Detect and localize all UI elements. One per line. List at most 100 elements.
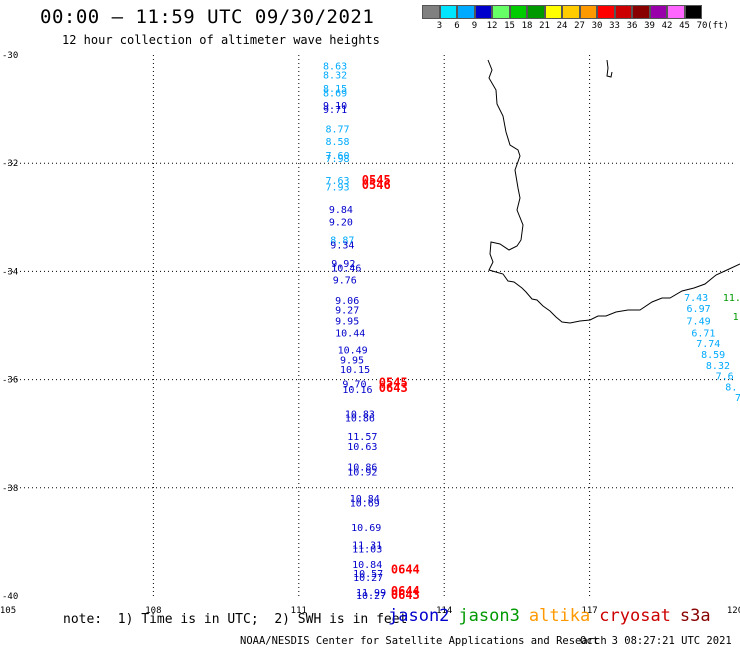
- color-swatch: [509, 5, 527, 19]
- wave-height-value: 6.97: [687, 304, 711, 315]
- lon-tick-label: 111: [291, 606, 307, 616]
- wave-height-value: 1: [733, 312, 739, 323]
- scale-tick-label: 33: [609, 21, 620, 31]
- wave-height-value: 7.6: [716, 372, 734, 383]
- color-swatch: [667, 5, 685, 19]
- color-swatch: [492, 5, 510, 19]
- wave-height-value: 10.27: [356, 591, 386, 602]
- wave-height-value: 8.59: [701, 350, 725, 361]
- wave-height-value: 11.31: [352, 540, 382, 551]
- color-swatch: [632, 5, 650, 19]
- scale-tick-label: 39: [644, 21, 655, 31]
- wave-height-value: 9.10: [323, 101, 347, 112]
- scale-tick-label: 70: [696, 21, 708, 31]
- lat-tick-label: -40: [2, 592, 18, 602]
- wave-height-value: 7.93: [325, 182, 349, 193]
- wave-height-value: 10.69: [350, 499, 380, 510]
- wave-height-value: 10.84: [352, 560, 382, 571]
- wave-height-value: 7.43: [684, 293, 708, 304]
- color-swatch: [457, 5, 475, 19]
- axis-tick-labels: 105 108 111 114 117 120 -30 -32 -34 -36 -38 -40: [0, 51, 740, 616]
- time-stamp: 0644: [391, 584, 420, 598]
- note-text: note: 1) Time is in UTC; 2) SWH is in fe…: [63, 612, 408, 627]
- color-swatch: [439, 5, 457, 19]
- lat-tick-label: -32: [2, 159, 18, 169]
- wave-height-value: 7.: [735, 393, 740, 404]
- time-stamp: 0643: [391, 588, 420, 602]
- wave-height-value: 10.27: [353, 573, 383, 584]
- satellite-legend-item: jason3: [458, 606, 520, 626]
- satellite-legend-item: s3a: [679, 606, 711, 626]
- wave-height-value: 11.57: [347, 432, 377, 443]
- wave-height-value: 10.46: [331, 263, 361, 274]
- wave-height-value: 11.03: [352, 545, 382, 556]
- lake-feature: [606, 59, 613, 78]
- scale-tick-label: 27: [574, 21, 585, 31]
- color-scale-bar: [422, 5, 702, 19]
- wave-height-value: 9.95: [340, 355, 364, 366]
- wave-height-value: 7.74: [696, 339, 720, 350]
- lat-tick-label: -38: [2, 484, 18, 494]
- wave-height-value: 8.58: [325, 137, 349, 148]
- wave-height-value: 8.15: [323, 84, 347, 95]
- satellite-legend: jason2 jason3 altika cryosat s3a: [388, 606, 720, 626]
- wave-height-value: 8.77: [325, 124, 349, 135]
- footer-timestamp: Oct 3 08:27:21 UTC 2021: [580, 635, 732, 647]
- time-stamp: 0644: [391, 562, 420, 576]
- chart-subtitle: 12 hour collection of altimeter wave hei…: [62, 33, 380, 47]
- time-stamp: 0545: [362, 173, 391, 187]
- scale-tick-label: 12: [486, 21, 498, 31]
- scale-tick-label: 45: [679, 21, 690, 31]
- time-stamp: 0545: [379, 376, 408, 390]
- wave-height-value: 10.84: [350, 494, 380, 505]
- lon-tick-label: 114: [436, 606, 452, 616]
- wave-height-value: 7.49: [687, 316, 711, 327]
- wave-height-value: 9.70: [342, 380, 366, 391]
- satellite-legend-item: altika: [528, 606, 591, 626]
- wave-height-value: 10.57: [353, 569, 383, 580]
- lat-lon-grid: [8, 55, 735, 596]
- wave-height-value: 10.44: [335, 328, 365, 339]
- wave-height-value: 8.32: [323, 70, 347, 81]
- wave-height-labels: 8.638.328.158.699.109.718.778.587.607.98…: [323, 62, 740, 603]
- wave-height-value: 11.: [723, 293, 740, 304]
- wave-height-value: 10.69: [351, 523, 381, 534]
- wave-height-value: 10.15: [340, 365, 370, 376]
- lon-tick-label: 117: [581, 606, 597, 616]
- time-stamp: 0643: [379, 381, 408, 395]
- lat-tick-label: -30: [2, 51, 18, 61]
- wave-height-value: 10.92: [347, 467, 377, 478]
- scale-tick-label: 6: [454, 21, 460, 31]
- wave-height-value: 10.83: [345, 409, 375, 420]
- scale-tick-label: 18: [521, 21, 533, 31]
- color-swatch: [684, 5, 702, 19]
- color-swatch: [527, 5, 545, 19]
- wave-height-value: 9.95: [335, 316, 359, 327]
- wave-height-value: 10.86: [345, 413, 375, 424]
- wave-height-value: 6.71: [691, 328, 715, 339]
- color-swatch: [474, 5, 492, 19]
- wave-height-value: 10.49: [338, 346, 368, 357]
- australia-west-coast: [487, 59, 740, 324]
- lat-tick-label: -36: [2, 376, 18, 386]
- wave-height-value: 9.20: [329, 217, 353, 228]
- scale-tick-label: 30: [591, 21, 603, 31]
- wave-height-value: 9.34: [330, 241, 354, 252]
- wave-height-value: 7.98: [325, 154, 349, 165]
- color-swatch: [562, 5, 580, 19]
- scale-tick-label: 24: [556, 21, 568, 31]
- wave-height-value: 9.06: [335, 296, 359, 307]
- lon-tick-label: 120: [727, 606, 740, 616]
- coastline: [487, 59, 740, 324]
- wave-height-value: 9.27: [335, 306, 359, 317]
- wave-height-value: 8.32: [706, 361, 730, 372]
- scale-tick-label: 9: [471, 21, 478, 31]
- satellite-legend-item: jason2: [388, 606, 450, 626]
- wave-height-value: 10.86: [347, 462, 377, 473]
- wave-height-value: 7.60: [325, 151, 349, 162]
- wave-height-value: 8.: [725, 382, 737, 393]
- chart-title: 00:00 – 11:59 UTC 09/30/2021: [40, 6, 375, 28]
- color-scale-labels: 3 6 9 12 15 18 21 24 27 30 33 36 39 42 45 70 (ft): [422, 21, 740, 33]
